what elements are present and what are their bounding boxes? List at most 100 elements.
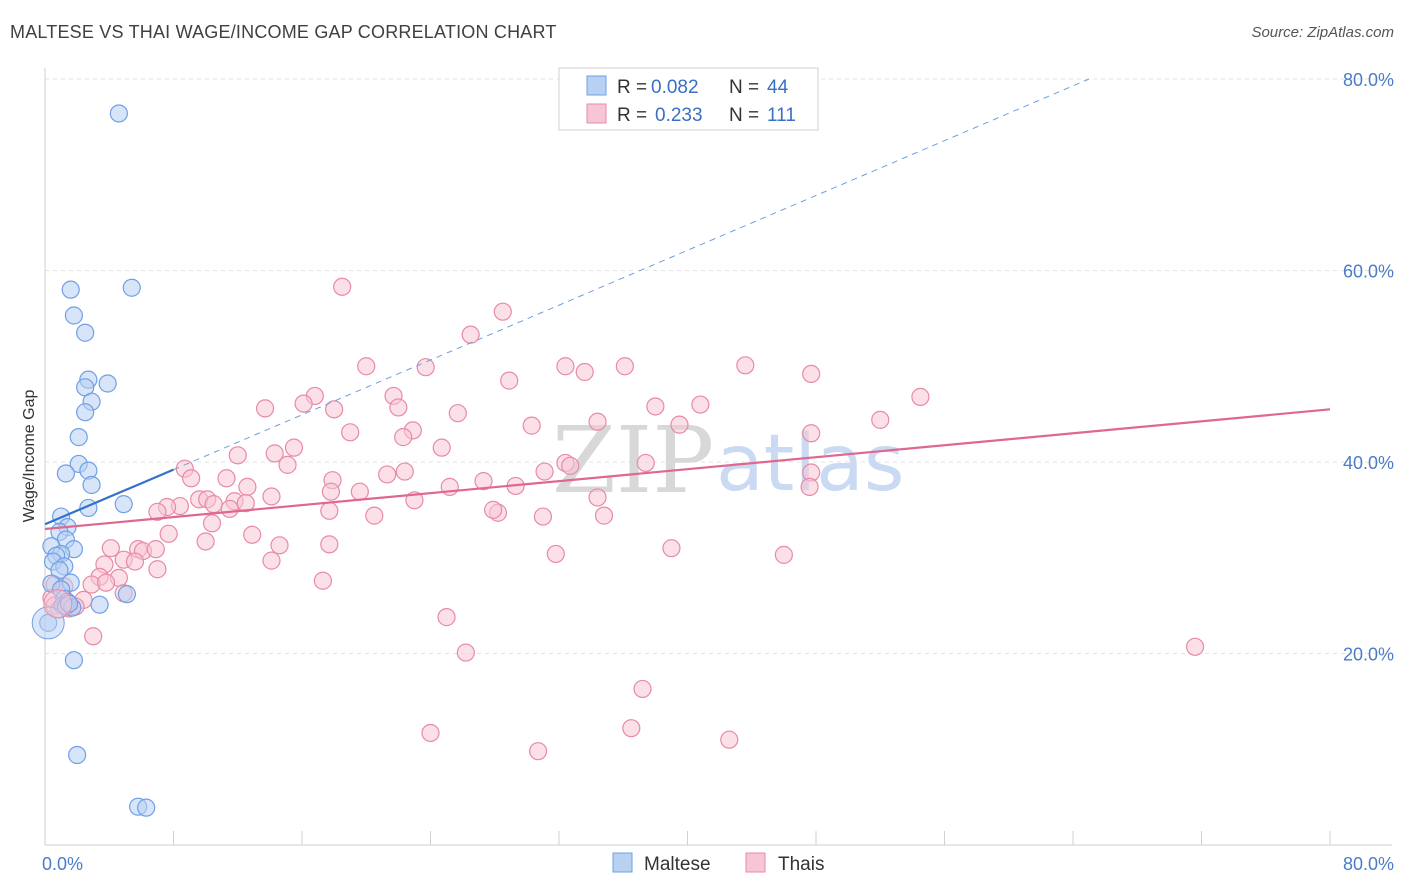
point-thais [325, 400, 344, 419]
point-thais [243, 525, 262, 544]
point-thais [394, 428, 413, 447]
point-thais [313, 571, 332, 590]
point-thais [220, 499, 239, 519]
point-thais [615, 357, 634, 376]
point-thais [333, 277, 352, 296]
point-thais [265, 444, 284, 463]
point-thais [575, 362, 594, 382]
point-thais [636, 453, 655, 473]
point-thais [474, 472, 493, 491]
point-maltese [76, 403, 95, 422]
point-thais [146, 540, 165, 559]
point-maltese [56, 464, 75, 483]
point-thais [202, 514, 222, 533]
x-tick-label: 80.0% [1343, 854, 1394, 874]
point-thais [533, 507, 553, 526]
point-thais [255, 399, 275, 418]
point-maltese [61, 280, 80, 299]
point-thais [365, 506, 384, 525]
point-thais [357, 357, 376, 376]
point-thais [529, 742, 548, 761]
point-thais [871, 410, 890, 429]
point-thais [437, 608, 456, 627]
point-thais [432, 438, 451, 457]
trend-lines [44, 78, 1331, 531]
y-tick-label: 20.0% [1343, 645, 1394, 665]
point-thais [646, 397, 665, 416]
grid-lines [45, 78, 1392, 654]
legend-r-value-thais: 0.233 [655, 105, 703, 126]
point-thais [196, 532, 215, 551]
point-thais [228, 446, 247, 465]
point-thais [378, 465, 397, 484]
point-thais [262, 551, 281, 570]
point-thais [125, 552, 145, 571]
point-maltese [117, 585, 137, 604]
point-thais [321, 482, 341, 501]
point-thais [561, 456, 580, 475]
trend-line-maltese [44, 468, 174, 526]
chart-title: MALTESE VS THAI WAGE/INCOME GAP CORRELAT… [10, 22, 557, 42]
point-thais [622, 719, 641, 738]
point-thais [800, 477, 819, 496]
point-maltese [76, 323, 95, 342]
point-thais [522, 416, 541, 435]
y-tick-label: 80.0% [1343, 70, 1394, 90]
point-thais [911, 387, 930, 406]
point-thais [148, 560, 167, 579]
point-thais [389, 398, 408, 417]
trend-line-thais [44, 408, 1331, 531]
point-thais [774, 545, 793, 564]
point-thais [1185, 637, 1205, 656]
point-thais [691, 395, 710, 414]
point-thais [320, 501, 339, 520]
point-thais [320, 535, 339, 554]
point-maltese [69, 428, 88, 447]
point-thais [802, 424, 821, 443]
point-thais [546, 544, 565, 564]
legend-r-value-maltese: 0.082 [651, 77, 699, 98]
legend-swatch-maltese [586, 75, 607, 96]
point-maltese [122, 278, 141, 297]
point-thais [238, 477, 257, 496]
point-thais [278, 455, 297, 474]
point-thais [294, 394, 313, 413]
point-thais [395, 462, 414, 481]
point-thais [461, 325, 480, 344]
legend-n-value-maltese: 44 [767, 77, 789, 98]
point-maltese [98, 374, 117, 393]
legend-r-label-maltese: R = [617, 77, 647, 98]
point-maltese [68, 745, 87, 765]
point-thais [96, 573, 116, 592]
point-thais [670, 415, 689, 434]
legend-n-label-maltese: N = [729, 77, 759, 98]
point-maltese [64, 306, 84, 325]
point-thais [204, 495, 223, 514]
point-thais [270, 536, 289, 555]
point-maltese [64, 651, 84, 670]
point-thais [84, 627, 103, 646]
point-thais [662, 539, 681, 558]
point-thais [720, 730, 739, 749]
series-legend: Maltese Thais [612, 852, 824, 875]
point-thais [101, 539, 120, 558]
point-thais [448, 404, 467, 423]
point-thais [236, 494, 255, 513]
point-thais [736, 356, 755, 375]
point-maltese [114, 495, 133, 514]
series-legend-swatch-thais [745, 852, 766, 873]
trend-line-maltese-extended [173, 78, 1090, 471]
point-thais [416, 358, 435, 377]
series-legend-label-thais: Thais [778, 854, 824, 875]
point-thais [341, 423, 360, 442]
point-maltese [82, 475, 101, 495]
point-thais [493, 302, 512, 321]
y-tick-label: 60.0% [1343, 262, 1394, 282]
point-thais [588, 412, 607, 431]
point-thais [500, 371, 519, 390]
series-legend-label-maltese: Maltese [644, 854, 711, 875]
point-thais [535, 462, 554, 481]
point-thais [350, 482, 369, 501]
point-thais [421, 723, 440, 743]
